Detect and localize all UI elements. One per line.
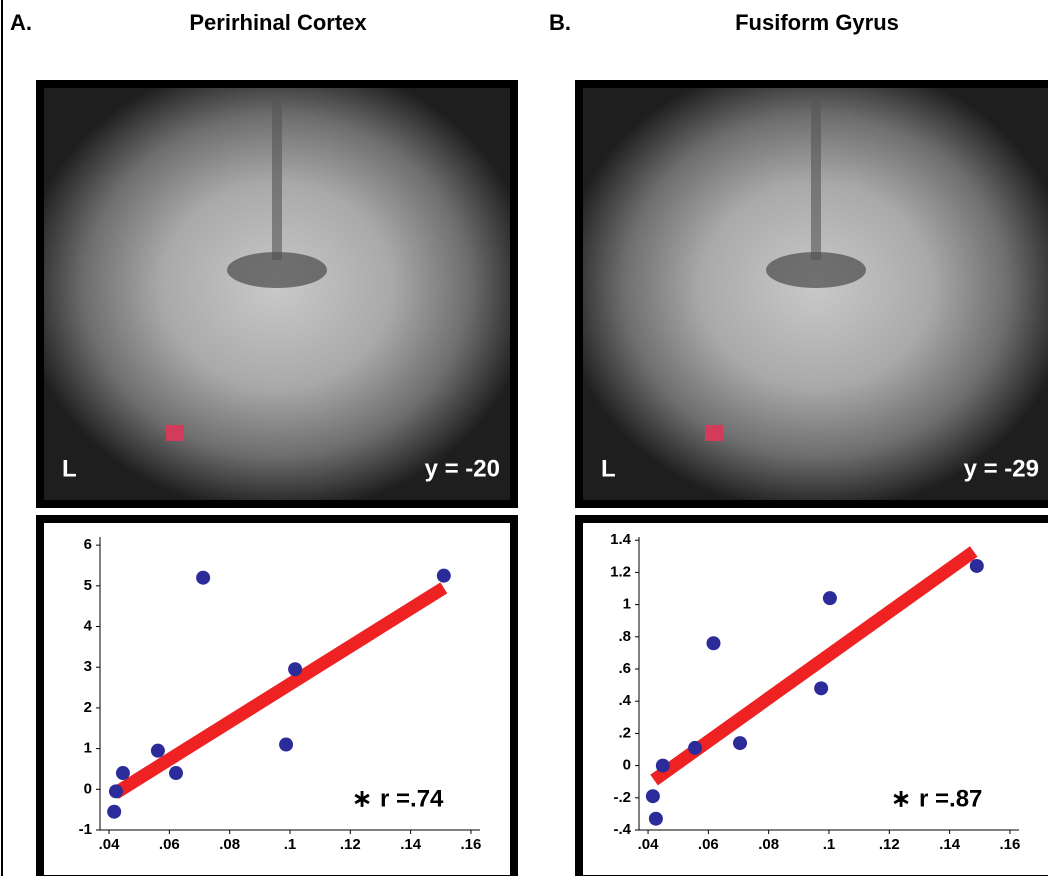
x-tick-label: .14 (939, 836, 961, 853)
x-tick-label: .16 (1000, 836, 1021, 853)
data-point (656, 759, 670, 773)
y-tick-label: -.4 (613, 821, 631, 838)
data-point (116, 766, 130, 780)
data-point (196, 571, 210, 585)
x-tick-label: .16 (461, 836, 482, 853)
y-tick-label: -1 (79, 821, 92, 838)
data-point (814, 681, 828, 695)
x-tick-label: .1 (284, 836, 297, 853)
x-tick-label: .04 (638, 836, 660, 853)
data-point (437, 569, 451, 583)
y-tick-label: 1 (623, 596, 631, 613)
panel-label: B. (549, 10, 571, 35)
y-tick-label: 0 (84, 780, 92, 797)
image-label: L (601, 455, 616, 482)
data-point (279, 738, 293, 752)
x-tick-label: .1 (823, 836, 836, 853)
y-tick-label: 2 (84, 699, 92, 716)
y-tick-label: 5 (84, 577, 92, 594)
brain-fissure (811, 100, 821, 260)
data-point (109, 784, 123, 798)
x-tick-label: .06 (698, 836, 719, 853)
y-tick-label: 6 (84, 536, 92, 553)
y-tick-label: 1.4 (610, 531, 632, 548)
x-tick-label: .12 (879, 836, 900, 853)
y-tick-label: .8 (618, 628, 631, 645)
y-tick-label: 4 (84, 617, 93, 634)
x-tick-label: .06 (159, 836, 180, 853)
x-tick-label: .14 (400, 836, 422, 853)
y-tick-label: 0 (623, 757, 631, 774)
data-point (151, 744, 165, 758)
data-point (823, 591, 837, 605)
image-label: y = -20 (425, 455, 500, 482)
annotation: r =.87 (919, 785, 982, 812)
data-point (970, 559, 984, 573)
brain-fissure (272, 100, 282, 260)
y-tick-label: 1 (84, 740, 92, 757)
y-tick-label: 1.2 (610, 563, 631, 580)
data-point (706, 636, 720, 650)
y-tick-label: -.2 (613, 789, 631, 806)
roi-highlight (705, 425, 723, 441)
x-tick-label: .08 (758, 836, 779, 853)
annotation: ∗ (352, 785, 372, 812)
image-label: y = -29 (964, 455, 1039, 482)
annotation: r =.74 (380, 785, 444, 812)
data-point (288, 662, 302, 676)
data-point (733, 736, 747, 750)
x-tick-label: .04 (99, 836, 121, 853)
y-tick-label: 3 (84, 658, 92, 675)
data-point (646, 789, 660, 803)
data-point (688, 741, 702, 755)
y-tick-label: .6 (618, 660, 631, 677)
data-point (169, 766, 183, 780)
annotation: ∗ (891, 785, 911, 812)
data-point (649, 812, 663, 826)
panel-label: A. (10, 10, 32, 35)
image-label: L (62, 455, 77, 482)
figure: A. Perirhinal Cortex Ly = -20 -1 0 1 2 3 4 5 6 .04.… (0, 0, 1048, 876)
data-point (107, 805, 121, 819)
panel-title: Perirhinal Cortex (189, 10, 367, 35)
panel-title: Fusiform Gyrus (735, 10, 899, 35)
y-tick-label: .4 (618, 692, 631, 709)
roi-highlight (166, 425, 184, 441)
y-tick-label: .2 (618, 724, 631, 741)
x-tick-label: .12 (340, 836, 361, 853)
x-tick-label: .08 (219, 836, 240, 853)
